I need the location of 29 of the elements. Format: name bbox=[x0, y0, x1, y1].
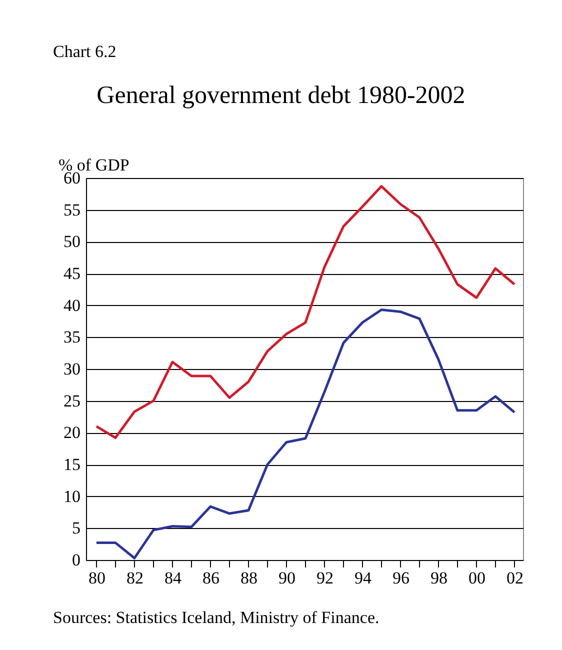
y-tick-label: 45 bbox=[64, 264, 80, 283]
y-tick-label: 40 bbox=[64, 296, 80, 315]
line-series bbox=[95, 308, 516, 560]
y-tick-label: 0 bbox=[72, 550, 80, 570]
x-tick-label: 00 bbox=[468, 568, 486, 588]
y-tick-label: 55 bbox=[64, 200, 80, 220]
x-tick-label: 80 bbox=[88, 568, 106, 588]
y-tick-label: 10 bbox=[64, 486, 80, 506]
x-tick-label: 02 bbox=[506, 568, 524, 588]
y-tick-label: 35 bbox=[64, 328, 80, 347]
x-tick-label: 82 bbox=[126, 568, 144, 588]
source-note: Sources: Statistics Iceland, Ministry of Finance. bbox=[53, 608, 380, 628]
y-tick-label: 50 bbox=[64, 232, 80, 252]
y-tick-label: 15 bbox=[64, 455, 80, 474]
x-tick-label: 94 bbox=[354, 568, 372, 588]
y-tick-label: 20 bbox=[64, 423, 80, 442]
x-tick-label: 86 bbox=[202, 568, 220, 588]
y-tick-label: 5 bbox=[72, 518, 80, 538]
x-tick-label: 92 bbox=[316, 568, 334, 588]
y-tick-label: 30 bbox=[64, 360, 80, 378]
x-tick-label: 96 bbox=[392, 568, 410, 588]
caption: Chart 6.2 bbox=[53, 42, 116, 62]
x-tick-label: 98 bbox=[430, 568, 448, 588]
line-series bbox=[95, 185, 516, 440]
y-tick-label: 25 bbox=[64, 391, 80, 410]
x-tick-label: 90 bbox=[278, 568, 296, 588]
chart-title: General government debt 1980-2002 bbox=[96, 82, 466, 110]
x-tick-label: 84 bbox=[164, 568, 182, 588]
x-tick-label: 88 bbox=[240, 568, 258, 588]
